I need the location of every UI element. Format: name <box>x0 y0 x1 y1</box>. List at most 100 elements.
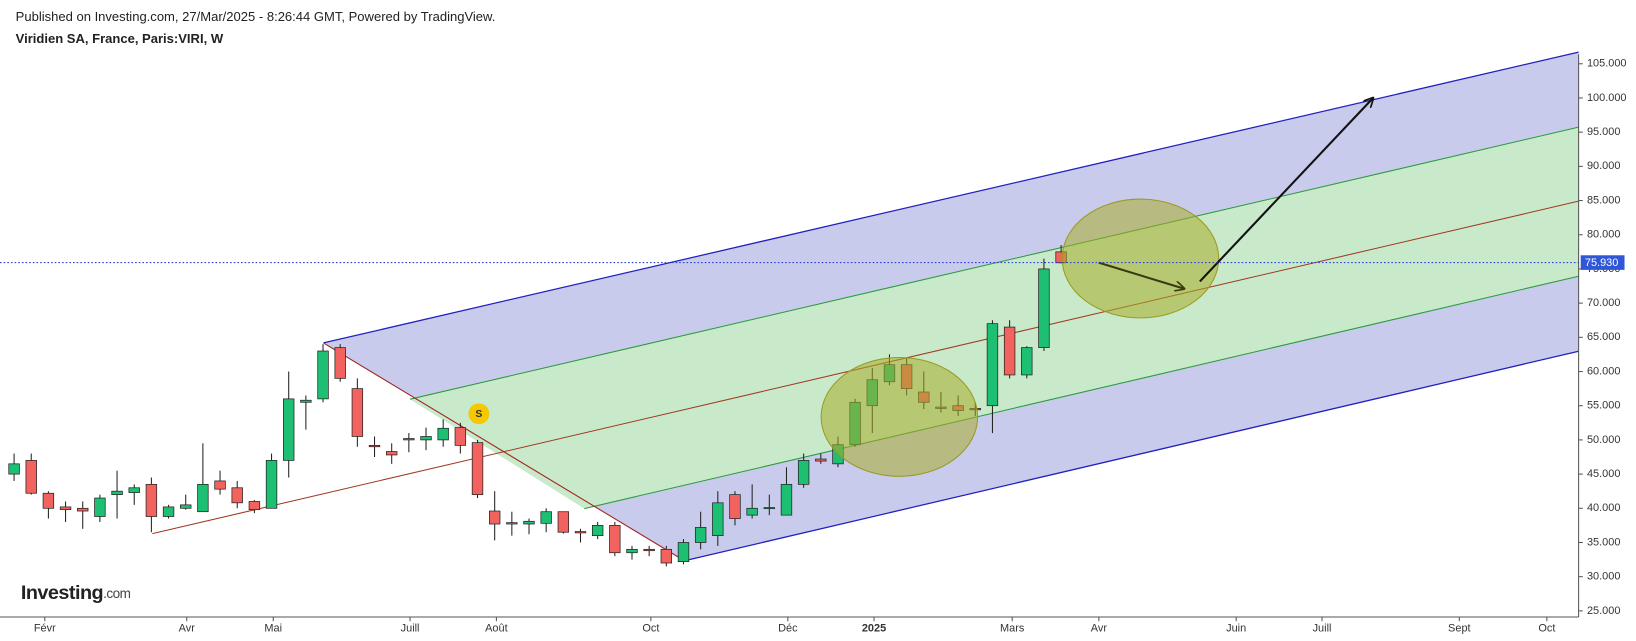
candle-body <box>214 480 226 490</box>
x-tick-label: Mai <box>264 622 282 634</box>
candle-body <box>986 323 999 407</box>
x-tick-label: Avr <box>1091 622 1108 634</box>
y-tick-label: 45.000 <box>1587 468 1620 480</box>
candle-body <box>42 492 55 509</box>
candle-body <box>506 522 518 525</box>
y-tick-label: 85.000 <box>1587 194 1620 206</box>
candle-body <box>591 525 604 537</box>
candle-body <box>1038 268 1050 348</box>
candle-body <box>643 548 655 552</box>
y-tick-label: 60.000 <box>1587 365 1620 377</box>
candle-body <box>248 501 261 511</box>
y-tick-label: 35.000 <box>1587 536 1620 548</box>
candle-body <box>523 520 535 525</box>
x-tick-label: 2025 <box>862 622 886 634</box>
event-marker <box>468 403 490 425</box>
y-tick-label: 25.000 <box>1587 605 1620 617</box>
candle-body <box>694 527 707 543</box>
candle-body <box>351 388 364 437</box>
candle-body <box>574 531 587 534</box>
candle-body <box>540 511 552 524</box>
x-tick-label: Juill <box>1313 622 1332 634</box>
candle-body <box>25 460 37 494</box>
x-tick-label: Mars <box>1000 622 1025 634</box>
candle-body <box>1021 347 1033 376</box>
pitchfork-inner-fill <box>410 127 1579 509</box>
x-tick-label: Juill <box>401 622 420 634</box>
y-tick-label: 70.000 <box>1587 297 1620 309</box>
event-marker-label: S <box>475 409 482 420</box>
candle-body <box>77 507 89 512</box>
candle-body <box>283 398 295 461</box>
pitchfork-inner-upper <box>409 126 1579 400</box>
x-tick-label: Sept <box>1448 622 1471 634</box>
candle-body <box>145 483 158 517</box>
candle-body <box>437 427 449 441</box>
candle-body <box>94 497 106 517</box>
candle-body <box>8 463 20 475</box>
candle-body <box>488 510 501 525</box>
logo-suffix: .com <box>103 586 131 601</box>
candle-body <box>197 483 209 513</box>
x-tick-label: Avr <box>179 622 196 634</box>
candle-body <box>660 548 673 564</box>
highlight-ellipse <box>1061 198 1220 319</box>
logo-text: Investing <box>21 582 103 604</box>
candle-body <box>334 347 346 379</box>
candle-body <box>712 502 724 537</box>
y-tick-label: 55.000 <box>1587 400 1620 412</box>
last-price-box <box>1580 255 1625 270</box>
candle-body <box>162 506 175 517</box>
candle-body <box>626 548 638 554</box>
x-tick-label: Oct <box>642 622 659 634</box>
candle-body <box>317 350 329 400</box>
chart-title: Viridien SA, France, Paris:VIRI, W <box>16 31 224 46</box>
header: Published on Investing.com, 27/Mar/2025 … <box>16 9 496 24</box>
logo: Investing.com <box>21 582 131 604</box>
candle-body <box>180 504 192 509</box>
candle-body <box>300 399 312 403</box>
y-tick-label: 100.000 <box>1587 92 1627 104</box>
y-tick-label: 95.000 <box>1587 126 1620 138</box>
x-tick-label: Févr <box>34 622 56 634</box>
y-tick-label: 90.000 <box>1587 160 1620 172</box>
y-tick-label: 40.000 <box>1587 502 1620 514</box>
x-tick-label: Juin <box>1226 622 1246 634</box>
candle-body <box>729 494 741 519</box>
candle-body <box>815 458 827 462</box>
candle-body <box>111 490 123 495</box>
candle-body <box>265 460 278 509</box>
candle-body <box>746 507 758 516</box>
candle-body <box>59 506 72 511</box>
candle-body <box>797 460 810 485</box>
x-tick-label: Oct <box>1538 622 1555 634</box>
arrow <box>1199 98 1373 283</box>
candle-body <box>231 487 243 504</box>
candle-body <box>454 427 467 446</box>
candle-body <box>471 442 484 495</box>
arrow <box>1098 261 1185 289</box>
y-tick-label: 50.000 <box>1587 434 1620 446</box>
candle-body <box>677 542 690 562</box>
pitchfork-handle <box>323 342 685 562</box>
y-tick-label: 30.000 <box>1587 571 1620 583</box>
y-tick-label: 80.000 <box>1587 229 1620 241</box>
candle-body <box>1003 326 1016 376</box>
y-tick-label: 105.000 <box>1587 58 1627 70</box>
candle-body <box>609 525 621 554</box>
highlight-ellipse <box>820 356 979 477</box>
candle-body <box>368 445 381 448</box>
pitchfork-inner-lower <box>584 275 1579 510</box>
y-tick-label: 65.000 <box>1587 331 1620 343</box>
candle-body <box>128 487 140 493</box>
candle-body <box>780 483 793 516</box>
candle-body <box>403 438 415 441</box>
pitchfork-lower <box>684 350 1579 562</box>
candle-body <box>420 436 432 441</box>
candle-body <box>763 507 775 510</box>
x-tick-label: Déc <box>778 622 798 634</box>
candle-body <box>557 511 570 533</box>
candle-body <box>386 451 398 456</box>
